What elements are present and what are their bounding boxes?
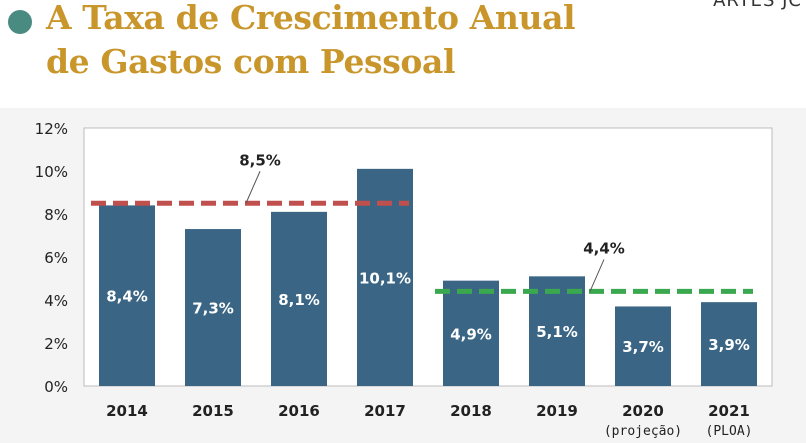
bar — [615, 306, 671, 386]
y-tick-label: 8% — [44, 206, 68, 224]
bar-value-label: 8,1% — [278, 291, 320, 309]
chart-title-line-2: de Gastos com Pessoal — [46, 42, 456, 81]
bar-value-label: 3,9% — [708, 336, 750, 354]
average-callout-label: 4,4% — [583, 239, 625, 257]
y-tick-label: 0% — [44, 378, 68, 396]
x-category-label: 2020 (projeção) — [604, 402, 682, 439]
bar — [185, 229, 241, 386]
y-tick-label: 2% — [44, 335, 68, 353]
x-category-label: 2015 — [192, 402, 234, 420]
bar — [271, 211, 327, 386]
y-tick-label: 12% — [35, 120, 68, 138]
bar-chart: 0% 2% 4% 6% 8% 10% 12% 8,4% 2014 7,3% 2015 8,1% 2016… — [35, 120, 773, 439]
average-callout-leader — [589, 259, 605, 292]
chart-title-line-1: A Taxa de Crescimento Anual — [46, 0, 576, 37]
x-category-label: 2014 — [106, 402, 148, 420]
x-category-label: 2018 — [450, 402, 492, 420]
credit-label: ARTES JC — [713, 0, 802, 11]
bar-value-label: 3,7% — [622, 338, 664, 356]
bar-value-label: 5,1% — [536, 323, 578, 341]
average-callout-leader — [245, 171, 261, 204]
bar — [701, 302, 757, 386]
bar — [443, 280, 499, 386]
x-category-label: 2017 — [364, 402, 406, 420]
bar-value-label: 4,9% — [450, 325, 492, 343]
bar-value-label: 10,1% — [359, 269, 411, 287]
title-bullet-icon — [8, 10, 32, 34]
bar — [529, 276, 585, 386]
x-category-label: 2016 — [278, 402, 320, 420]
x-category-label: 2021 (PLOA) — [706, 402, 753, 439]
y-tick-label: 10% — [35, 163, 68, 181]
bar — [99, 205, 155, 386]
bar-value-label: 7,3% — [192, 300, 234, 318]
average-callout-label: 8,5% — [239, 151, 281, 169]
x-category-label: 2019 — [536, 402, 578, 420]
y-tick-label: 6% — [44, 249, 68, 267]
y-tick-label: 4% — [44, 292, 68, 310]
chart-frame: 0% 2% 4% 6% 8% 10% 12% 8,4% 2014 7,3% 2015 8,1% 2016… — [0, 108, 806, 443]
bar-value-label: 8,4% — [106, 288, 148, 306]
